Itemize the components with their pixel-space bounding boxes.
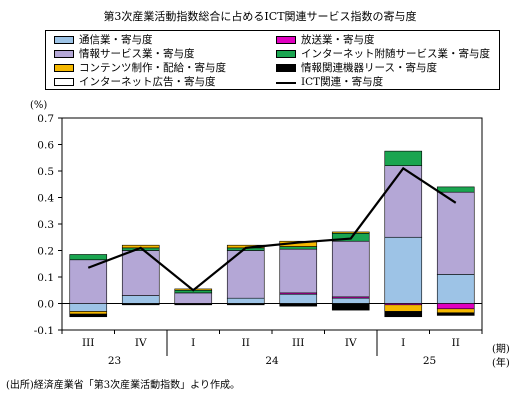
bar-segment bbox=[436, 191, 475, 275]
y-tick-label: 0.4 bbox=[37, 193, 54, 205]
bar-segment bbox=[384, 236, 423, 304]
legend-label-tsushin: 通信業・寄与度 bbox=[79, 34, 153, 46]
bar-segment bbox=[436, 308, 475, 314]
bar-segment bbox=[121, 295, 160, 304]
year-label: 25 bbox=[423, 355, 436, 367]
legend-swatch-joho-service bbox=[54, 50, 74, 58]
bar-segment bbox=[436, 303, 475, 310]
bar-segment bbox=[279, 248, 318, 294]
x-tick-label: II bbox=[242, 337, 250, 349]
legend-swatch-internet-fuzui bbox=[276, 50, 296, 58]
y-tick-label: 0.6 bbox=[37, 140, 54, 152]
legend-label-joho-service: 情報サービス業・寄与度 bbox=[79, 48, 195, 60]
bar-segment bbox=[279, 303, 318, 307]
bar-segment bbox=[69, 259, 108, 304]
x-tick-label: III bbox=[292, 337, 304, 349]
bar-segment bbox=[436, 274, 475, 304]
ict-line bbox=[87, 166, 457, 292]
year-label: 23 bbox=[108, 355, 121, 367]
year-label: 24 bbox=[265, 355, 279, 367]
legend-swatch-contents bbox=[54, 64, 74, 72]
bar-segment bbox=[331, 231, 370, 234]
bar-segment bbox=[174, 292, 213, 304]
legend-label-hoso: 放送業・寄与度 bbox=[301, 34, 375, 46]
bar-segment bbox=[226, 303, 265, 306]
x-axis-year-label: (年) bbox=[492, 356, 510, 369]
y-tick-label: 0.5 bbox=[37, 166, 54, 178]
bar-segment bbox=[384, 311, 423, 318]
y-axis-unit: (%) bbox=[30, 100, 47, 111]
bar-segment bbox=[331, 303, 370, 311]
bar-segment bbox=[69, 311, 108, 315]
x-tick-label: III bbox=[82, 337, 94, 349]
bar-segment bbox=[384, 304, 423, 312]
y-tick-label: 0.1 bbox=[37, 272, 54, 284]
legend-line-ict bbox=[276, 82, 296, 84]
legend-swatch-hoso bbox=[276, 36, 296, 44]
x-tick-label: I bbox=[401, 337, 405, 349]
bar-segment bbox=[69, 303, 108, 312]
y-tick-label: 0.7 bbox=[37, 113, 54, 125]
legend-label-ict: ICT関連・寄与度 bbox=[301, 76, 384, 88]
chart-title: 第3次産業活動指数総合に占めるICT関連サービス指数の寄与度 bbox=[103, 10, 417, 23]
x-tick-label: II bbox=[452, 337, 460, 349]
legend-label-internet-fuzui: インターネット附随サービス業・寄与度 bbox=[301, 48, 490, 60]
legend-label-internet-ad: インターネット広告・寄与度 bbox=[79, 76, 216, 88]
y-tick-label: 0.2 bbox=[37, 246, 54, 258]
bar-segment bbox=[279, 293, 318, 304]
bar-segment bbox=[121, 303, 160, 306]
bar-segment bbox=[436, 186, 475, 193]
legend-swatch-internet-ad bbox=[54, 78, 74, 86]
bar-segment bbox=[226, 297, 265, 304]
bar-segment bbox=[279, 246, 318, 250]
x-tick-label: I bbox=[191, 337, 195, 349]
source-note: (出所)経済産業省「第3次産業活動指数」より作成。 bbox=[6, 380, 240, 391]
bar-segment bbox=[331, 297, 370, 304]
y-tick-label: -0.1 bbox=[34, 325, 54, 337]
bar-segment bbox=[384, 150, 423, 166]
bar-segment bbox=[174, 303, 213, 306]
legend: 通信業・寄与度 放送業・寄与度 情報サービス業・寄与度 インターネット附随サービ… bbox=[45, 30, 500, 90]
y-tick-label: 0.3 bbox=[37, 219, 54, 231]
bar-segment bbox=[69, 313, 108, 318]
legend-swatch-lease bbox=[276, 64, 296, 72]
legend-label-lease: 情報関連機器リース・寄与度 bbox=[301, 62, 437, 74]
y-tick-label: 0.0 bbox=[37, 299, 54, 311]
legend-swatch-tsushin bbox=[54, 36, 74, 44]
bar-segment bbox=[331, 240, 370, 298]
x-axis-period-label: (期) bbox=[492, 343, 510, 355]
bar-segment bbox=[69, 254, 108, 261]
x-tick-label: IV bbox=[345, 337, 357, 349]
x-tick-label: IV bbox=[135, 337, 147, 349]
bar-segment bbox=[436, 312, 475, 316]
legend-label-contents: コンテンツ制作・配給・寄与度 bbox=[79, 62, 226, 74]
